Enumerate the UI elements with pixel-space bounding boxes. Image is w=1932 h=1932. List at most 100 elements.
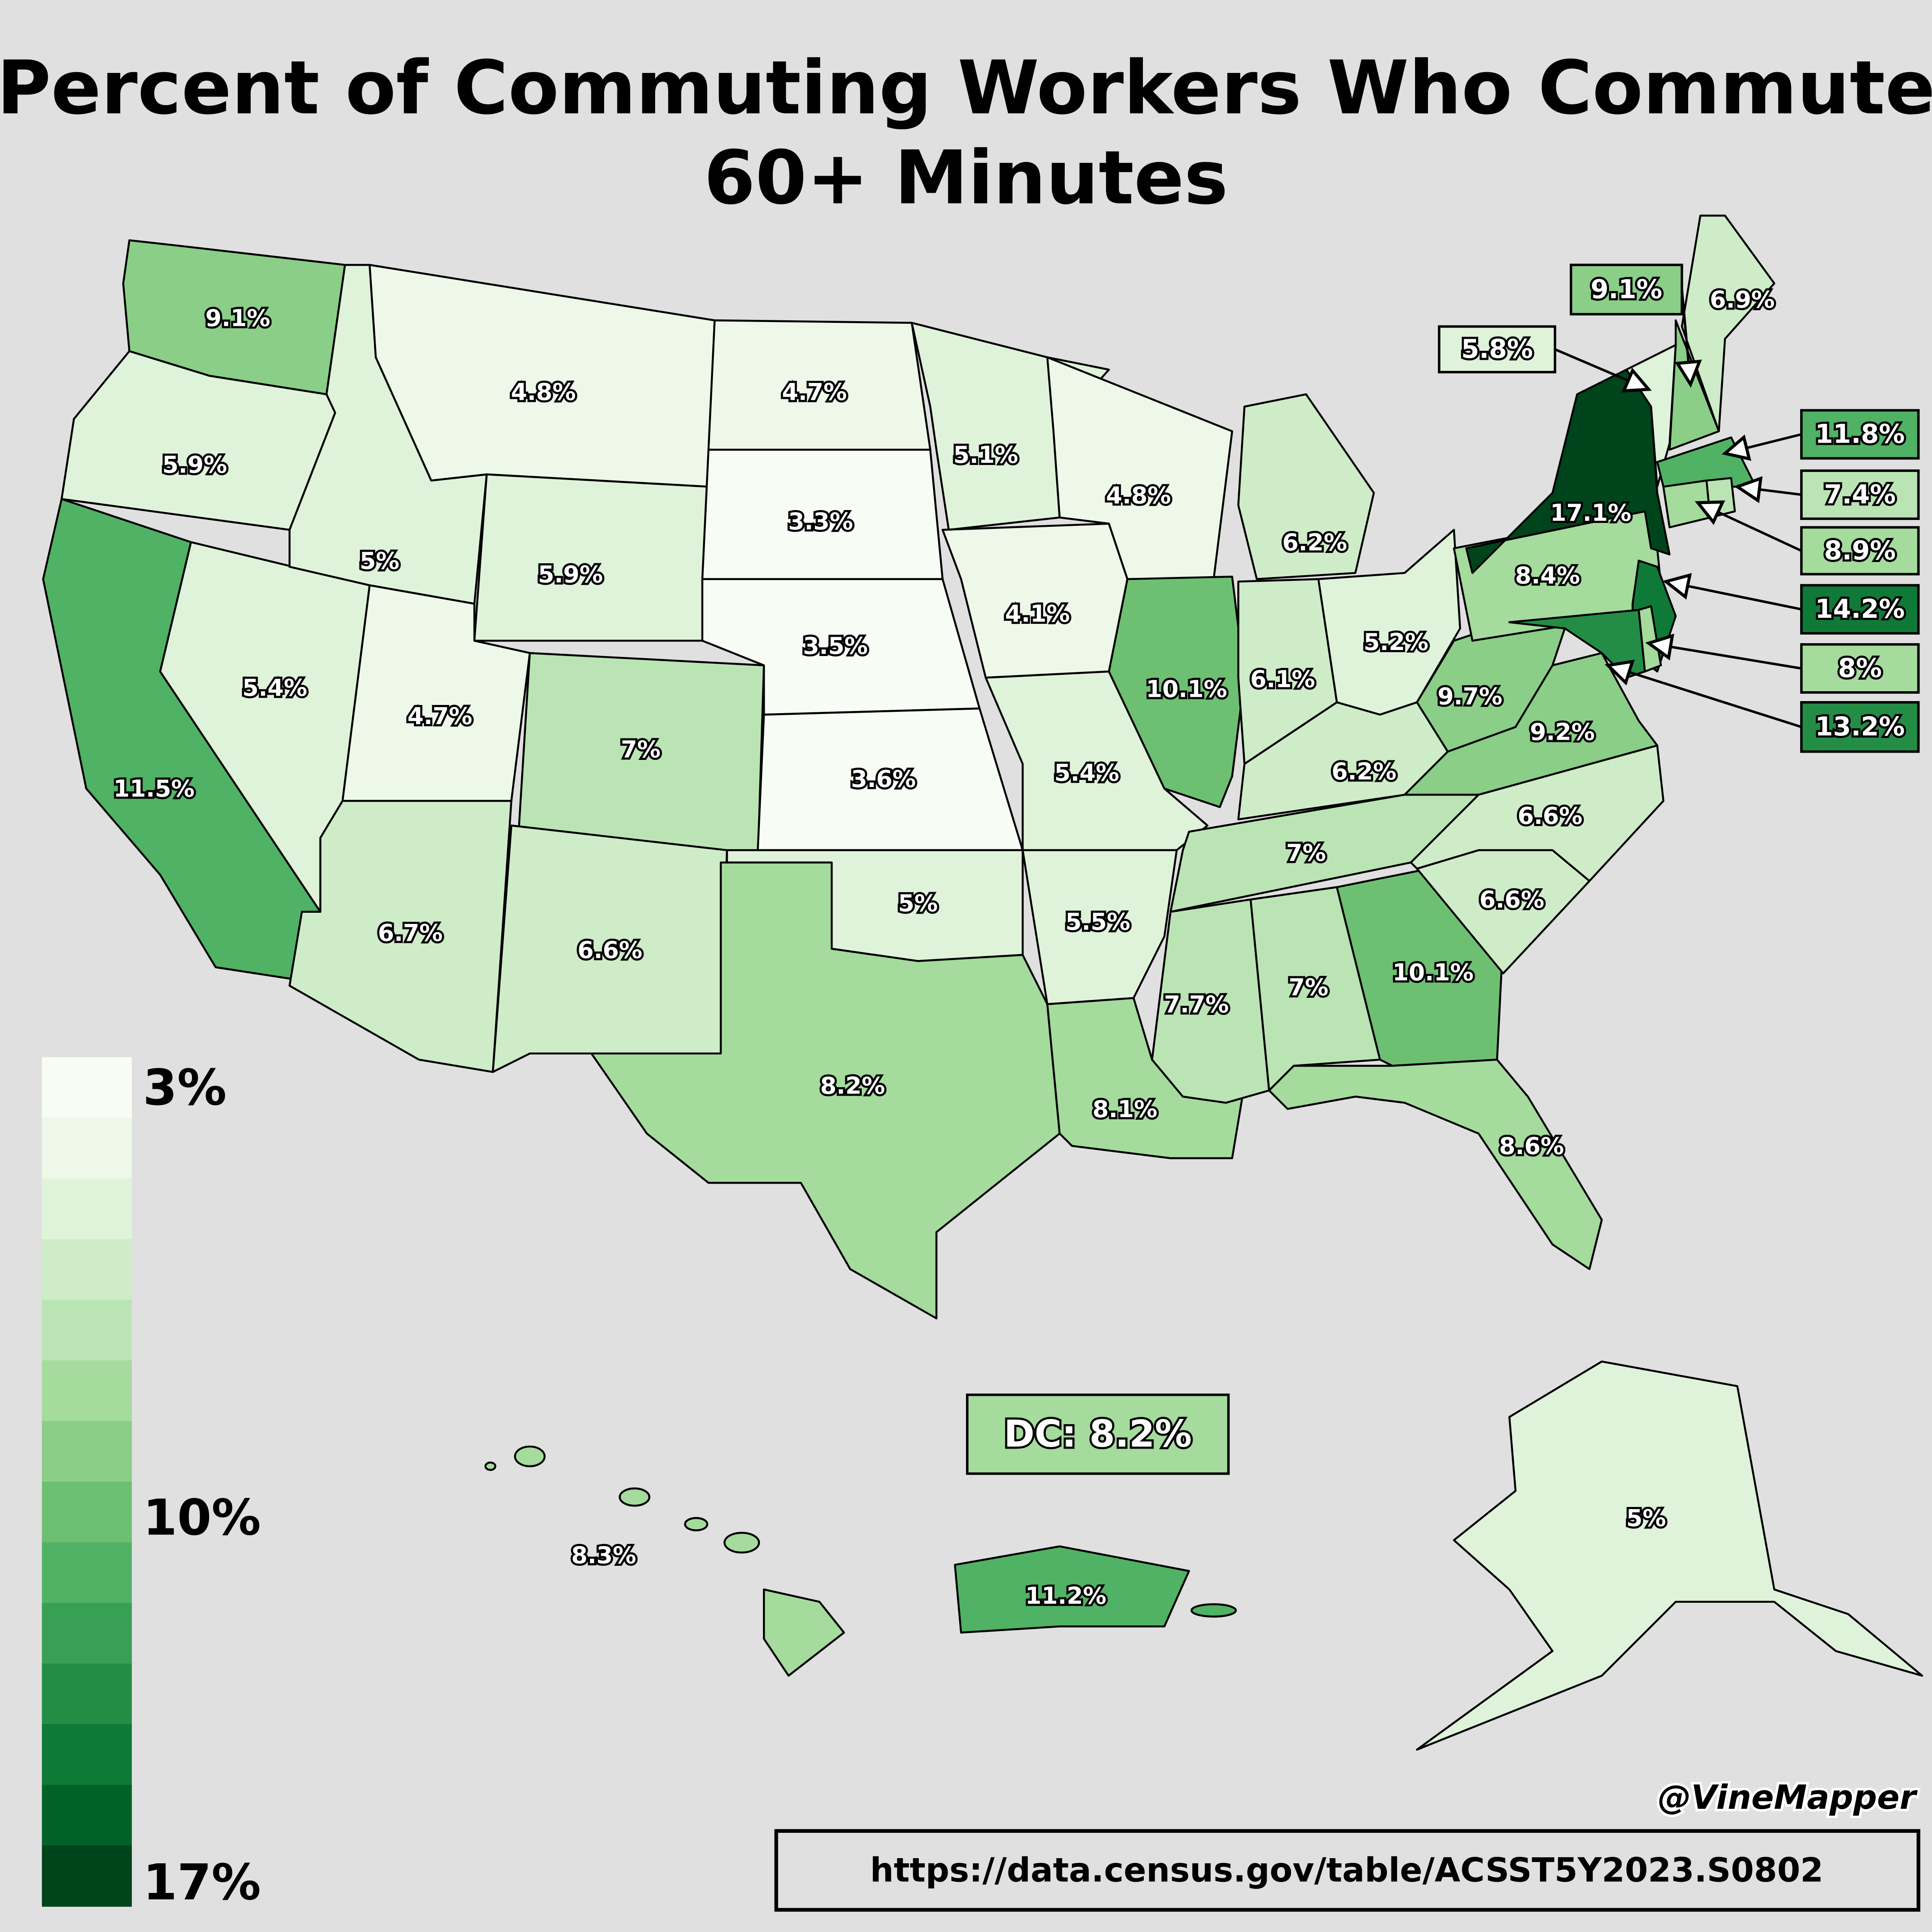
title-line-1: Percent of Commuting Workers Who Commute	[0, 45, 1932, 131]
state-label-ut: 4.7%	[407, 702, 472, 729]
state-label-mo: 5.4%	[1054, 759, 1119, 786]
state-az	[289, 800, 513, 1073]
state-label-il: 10.1%	[1146, 675, 1227, 702]
callout-arrow-icon	[1621, 368, 1652, 393]
state-label-in: 6.1%	[1250, 665, 1315, 693]
state-label-wi: 4.8%	[1106, 482, 1171, 509]
state-wy	[473, 473, 710, 642]
state-pr	[954, 1545, 1190, 1634]
state-ak	[1416, 1360, 1923, 1751]
state-label-az: 6.7%	[378, 919, 443, 947]
state-label-co: 7%	[621, 735, 661, 763]
state-label-nd: 4.7%	[782, 378, 847, 406]
legend-swatch	[42, 1239, 132, 1300]
callout-label-md: 13.2%	[1815, 712, 1905, 742]
callouts: 9.1% 5.8% 11.8% 7.4% 8.9% 14.2% 8% 13.2%	[1438, 264, 1920, 753]
callout-label-ri: 7.4%	[1824, 480, 1896, 510]
states-layer	[42, 214, 1923, 1751]
dc-box: DC: 8.2%	[966, 1393, 1230, 1475]
callout-label-nh: 9.1%	[1591, 274, 1662, 304]
callout-arrow-icon	[1722, 434, 1752, 461]
state-label-ms: 7.7%	[1164, 990, 1229, 1018]
callout-leader-md	[1607, 664, 1802, 728]
callout-leader-de	[1648, 642, 1802, 670]
state-label-ak: 5%	[1626, 1504, 1666, 1532]
legend-max-label: 17%	[143, 1854, 261, 1911]
state-hi-island	[619, 1487, 650, 1507]
callout-box-vt	[1438, 325, 1556, 374]
state-labels: 9.1% 5.9% 11.5% 5.4% 5% 4.8% 5.9% 4.7% 7% 6.7% 6.6…	[111, 283, 1777, 1611]
state-label-va: 9.2%	[1530, 718, 1595, 746]
legend-swatch	[42, 1603, 132, 1665]
state-label-ny: 17.1%	[1550, 499, 1631, 526]
state-mi	[1237, 393, 1375, 580]
legend-swatch	[42, 1360, 132, 1422]
legend-swatch	[42, 1542, 132, 1604]
state-pr-island	[1190, 1603, 1237, 1618]
legend-swatch	[42, 1421, 132, 1482]
state-label-ia: 4.1%	[1005, 600, 1070, 627]
callout-label-vt: 5.8%	[1461, 334, 1533, 365]
dc-box-background	[966, 1393, 1230, 1475]
legend-swatch	[42, 1118, 132, 1179]
state-label-sc: 6.6%	[1479, 886, 1544, 913]
credit-handle: @VineMapper	[1658, 1778, 1918, 1817]
callout-arrow-icon	[1604, 659, 1635, 686]
state-label-nm: 6.6%	[577, 936, 642, 964]
state-label-me: 6.9%	[1710, 286, 1774, 313]
state-label-wa: 9.1%	[205, 304, 270, 331]
state-label-ne: 3.5%	[803, 632, 868, 659]
state-hi	[763, 1588, 845, 1677]
state-hi-island	[514, 1445, 546, 1467]
state-label-pr: 11.2%	[1025, 1582, 1106, 1610]
state-de	[1637, 605, 1662, 673]
callout-box-ma	[1800, 409, 1920, 460]
legend-swatch	[42, 1300, 132, 1361]
state-label-fl: 8.6%	[1499, 1132, 1564, 1160]
legend-swatch	[42, 1178, 132, 1240]
state-tx	[590, 861, 1061, 1320]
source-url-box[interactable]: https://data.census.gov/table/ACSST5Y202…	[774, 1829, 1920, 1912]
state-label-or: 5.9%	[162, 451, 227, 478]
state-label-ca: 11.5%	[113, 775, 194, 802]
state-la	[1046, 997, 1245, 1159]
state-label-oh: 5.2%	[1364, 628, 1428, 656]
callout-box-de	[1800, 643, 1920, 694]
state-hi-island	[723, 1531, 760, 1554]
state-label-ky: 6.2%	[1331, 758, 1396, 785]
state-label-tn: 7%	[1286, 839, 1326, 866]
callout-label-nj: 14.2%	[1815, 594, 1905, 624]
state-al	[1249, 886, 1381, 1092]
state-label-wv: 9.7%	[1437, 682, 1502, 710]
source-url[interactable]: https://data.census.gov/table/ACSST5Y202…	[870, 1851, 1824, 1890]
state-nh	[1668, 319, 1720, 451]
state-ar	[1021, 849, 1178, 1005]
state-label-sd: 3.3%	[788, 507, 853, 535]
state-label-ok: 5%	[898, 890, 938, 917]
state-label-mn: 5.1%	[953, 441, 1018, 468]
legend-mid-label: 10%	[143, 1489, 261, 1547]
callout-arrow-icon	[1674, 359, 1702, 388]
state-label-ks: 3.6%	[851, 765, 916, 793]
callout-label-de: 8%	[1838, 653, 1882, 683]
callout-label-ct: 8.9%	[1824, 536, 1896, 566]
state-label-nc: 6.6%	[1518, 802, 1583, 829]
source-url-frame	[774, 1829, 1920, 1912]
state-fl	[1268, 1058, 1603, 1270]
callout-box-ct	[1800, 526, 1920, 576]
state-label-nv: 5.4%	[242, 674, 307, 701]
legend-swatch	[42, 1785, 132, 1846]
callout-arrow-icon	[1662, 573, 1692, 600]
title-line-2: 60+ Minutes	[704, 135, 1228, 221]
legend-swatch	[42, 1663, 132, 1725]
callout-box-ri	[1800, 469, 1920, 520]
callout-arrow-icon	[1645, 633, 1674, 661]
state-label-wy: 5.9%	[538, 560, 603, 588]
legend-min-label: 3%	[143, 1059, 227, 1117]
callout-arrow-icon	[1695, 500, 1725, 525]
state-label-la: 8.1%	[1093, 1095, 1157, 1123]
callout-box-nj	[1800, 584, 1920, 635]
state-hi-island	[484, 1461, 496, 1471]
callout-box-md	[1800, 701, 1920, 753]
state-label-id: 5%	[360, 547, 400, 574]
